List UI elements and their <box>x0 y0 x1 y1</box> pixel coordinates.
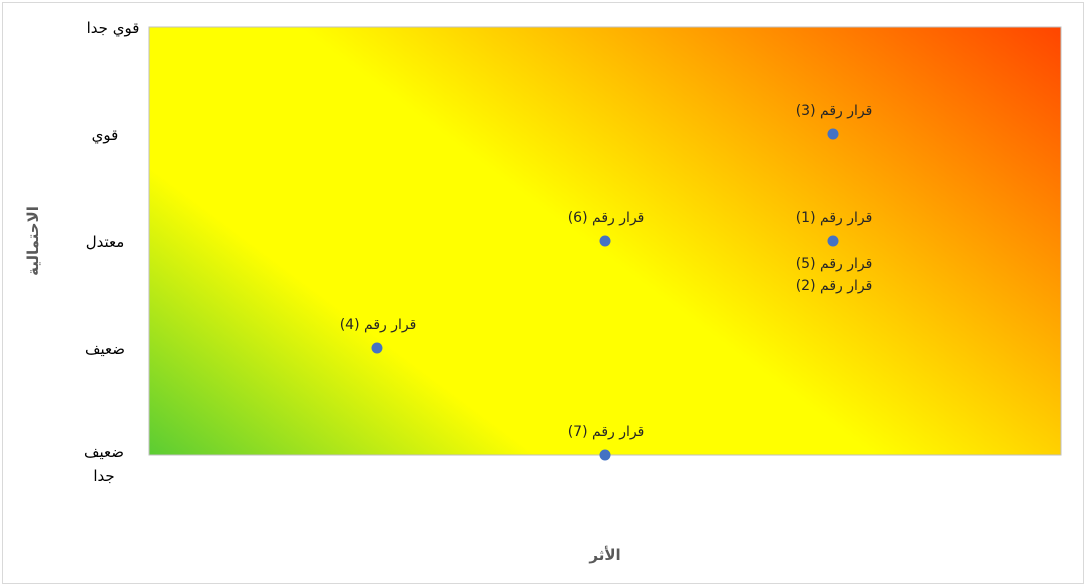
data-point <box>827 235 839 247</box>
y-tick-label: ضعيف <box>85 340 125 358</box>
data-point-label: قرار رقم (5) <box>796 256 873 272</box>
data-point <box>371 342 383 354</box>
data-point <box>827 128 839 140</box>
data-point-label: قرار رقم (2) <box>796 278 873 294</box>
y-tick-label: قوي <box>92 126 119 145</box>
data-point-label: قرار رقم (3) <box>796 103 873 119</box>
data-point <box>599 235 611 247</box>
data-point-label: قرار رقم (4) <box>340 317 417 333</box>
data-points: قرار رقم (3) قرار رقم (1) قرار رقم (5) قرار… <box>340 103 873 461</box>
y-axis-title: الاحتمالية <box>24 206 42 276</box>
data-point-label: قرار رقم (1) <box>796 210 873 226</box>
y-tick-label: قوي جدا <box>87 19 140 38</box>
x-axis-title: الأثر <box>588 546 620 564</box>
y-tick-label: ضعيف جدا <box>84 443 124 485</box>
data-point-label: قرار رقم (6) <box>568 210 645 226</box>
data-point-label: قرار رقم (7) <box>568 424 645 440</box>
y-tick-label: معتدل <box>86 233 125 251</box>
data-point <box>599 449 611 461</box>
y-tick-labels: قوي جدا قوي معتدل ضعيف ضعيف جدا <box>84 19 139 485</box>
